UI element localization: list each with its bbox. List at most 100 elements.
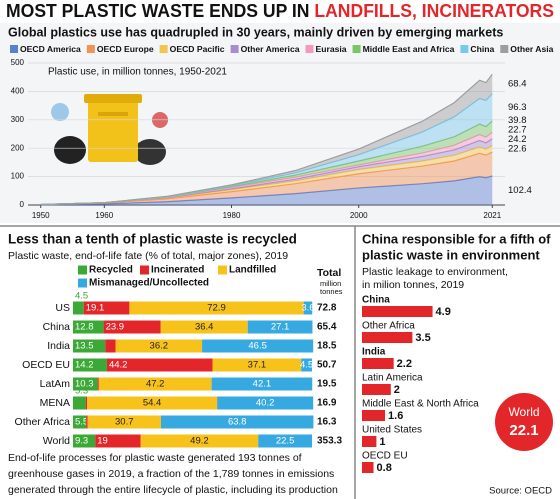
bar-segment xyxy=(105,339,116,353)
x-tick-label: 1960 xyxy=(95,211,113,220)
segment-label: 49.2 xyxy=(190,436,209,447)
chart-title: plastic waste in environment xyxy=(362,247,540,262)
bar-value: 2.2 xyxy=(397,358,412,370)
chart-title: China responsible for a fifth of xyxy=(362,231,551,246)
area xyxy=(40,74,493,205)
row-total: 16.3 xyxy=(317,417,337,428)
bar-segment xyxy=(73,377,98,391)
y-tick-label: 0 xyxy=(20,200,25,209)
bar-segment xyxy=(86,415,88,429)
bar-segment xyxy=(115,339,203,353)
legend-swatch xyxy=(460,45,469,53)
row-total: 65.4 xyxy=(317,322,337,333)
segment-label: 14.2 xyxy=(75,360,94,371)
end-label: 22.6 xyxy=(508,143,527,154)
row-label: LatAm xyxy=(40,378,71,390)
legend-label: Eurasia xyxy=(316,44,347,54)
end-label: 102.4 xyxy=(508,185,532,196)
legend-swatch xyxy=(352,45,361,53)
bar-label: United States xyxy=(362,425,422,436)
row-label: OECD EU xyxy=(22,359,70,371)
bar-label: Middle East & North Africa xyxy=(362,399,479,410)
bar-value: 1.6 xyxy=(388,410,403,422)
x-tick-label: 2000 xyxy=(350,211,368,220)
legend-label: OECD America xyxy=(20,44,81,54)
bar-segment xyxy=(87,396,218,410)
bar-segment xyxy=(258,434,312,448)
segment-label: 46.5 xyxy=(248,341,267,352)
segment-label: 5.5 xyxy=(75,417,88,428)
bar-segment xyxy=(73,396,86,410)
area xyxy=(40,93,493,205)
legend-swatch xyxy=(230,45,239,53)
bar-value: 0.8 xyxy=(377,462,392,474)
note: End-of-life processes for plastic waste … xyxy=(8,452,302,464)
row-total: 16.9 xyxy=(317,398,337,409)
bar-segment xyxy=(97,377,99,391)
totals-subtitle: million xyxy=(320,279,341,288)
bar-segment xyxy=(73,434,96,448)
legend-swatch xyxy=(500,45,509,53)
bar-label: China xyxy=(362,295,390,306)
legend-label: Recycled xyxy=(89,265,133,276)
legend-label: China xyxy=(470,44,494,54)
x-tick-label: 1980 xyxy=(223,211,241,220)
end-label: 39.8 xyxy=(508,115,527,126)
y-tick-label: 100 xyxy=(11,172,25,181)
annotation: Plastic use, in million tonnes, 1950-202… xyxy=(48,67,227,78)
chart-title: Global plastics use has quadrupled in 30… xyxy=(8,25,503,39)
bar-segment xyxy=(73,320,104,334)
legend-label: Landfilled xyxy=(229,265,276,276)
segment-label: 12.8 xyxy=(75,322,94,333)
x-tick-label: 1950 xyxy=(32,211,50,220)
chart-title: Less than a tenth of plastic waste is re… xyxy=(8,232,297,247)
x-tick-label: 2021 xyxy=(483,211,501,220)
row-total: 50.7 xyxy=(317,360,337,371)
bar-segment xyxy=(140,434,259,448)
segment-label: 36.4 xyxy=(195,322,214,333)
bin-illustration xyxy=(51,94,168,165)
legend-swatch xyxy=(305,45,314,53)
row-label: World xyxy=(43,435,70,447)
legend-swatch xyxy=(78,265,87,275)
bar-segment xyxy=(85,396,88,410)
bar-segment xyxy=(202,339,314,353)
callout-label: World xyxy=(508,405,539,419)
bar xyxy=(362,384,391,395)
headline-black: MOST PLASTIC WASTE ENDS UP IN xyxy=(6,1,309,21)
bar-segment xyxy=(95,434,141,448)
end-label: 96.3 xyxy=(508,102,527,113)
bar-segment xyxy=(106,358,213,372)
segment-label: 37.1 xyxy=(248,360,267,371)
bar-segment xyxy=(211,377,313,391)
area xyxy=(40,152,493,205)
legend-swatch xyxy=(140,265,149,275)
row-label: MENA xyxy=(40,397,70,409)
row-total: 18.5 xyxy=(317,341,337,352)
bar-segment xyxy=(73,415,87,429)
segment-label: 5.3 xyxy=(75,386,88,397)
bar-segment xyxy=(217,396,314,410)
legend-label: Incinerated xyxy=(151,265,204,276)
bar-segment xyxy=(303,301,313,315)
y-tick-label: 400 xyxy=(11,87,25,96)
bar-segment xyxy=(98,377,212,391)
segment-label: 27.1 xyxy=(271,322,290,333)
segment-label: 44.2 xyxy=(109,360,128,371)
bar-segment xyxy=(87,415,161,429)
legend-swatch xyxy=(10,45,18,53)
segment-label: 4.5 xyxy=(75,291,88,302)
segment-label: 13.5 xyxy=(75,341,94,352)
bar-segment xyxy=(212,358,302,372)
bar xyxy=(362,306,433,317)
totals-subtitle: tonnes xyxy=(320,287,343,296)
headline: MOST PLASTIC WASTE ENDS UP IN LANDFILLS,… xyxy=(6,1,554,21)
bar-label: India xyxy=(362,347,386,358)
callout-circle xyxy=(495,393,553,451)
bar-segment xyxy=(73,358,107,372)
area-line xyxy=(40,73,493,206)
bar-segment xyxy=(247,320,313,334)
legend-label: Middle East and Africa xyxy=(363,44,455,54)
row-total: 72.8 xyxy=(317,303,337,314)
bar-value: 2 xyxy=(394,384,400,396)
